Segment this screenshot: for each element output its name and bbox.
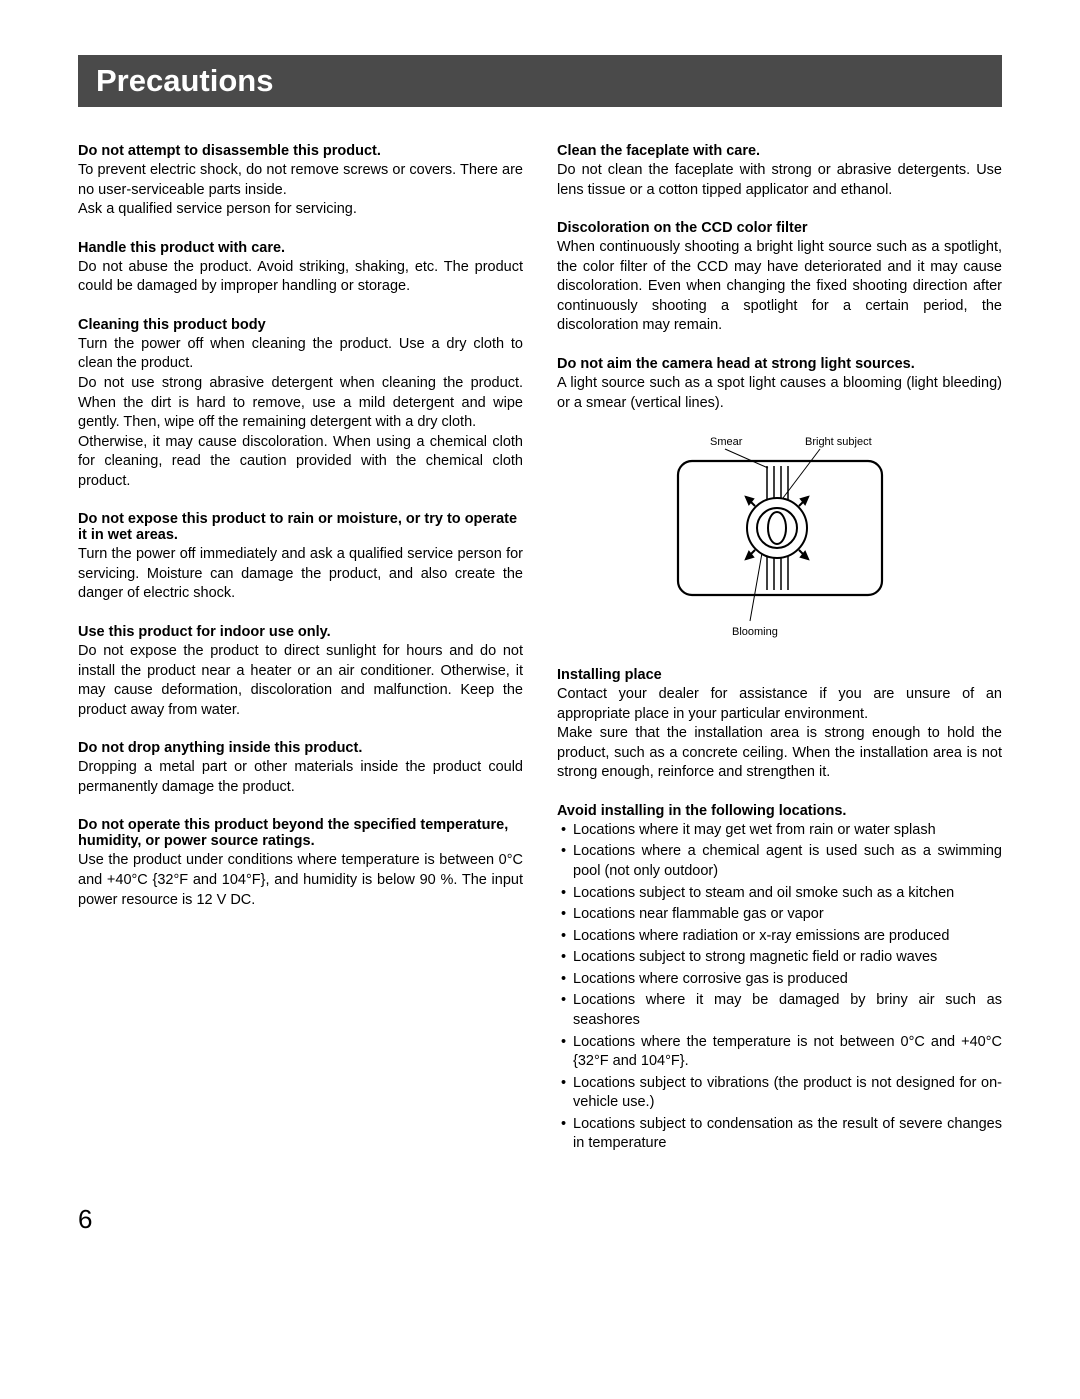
- body-text: Dropping a metal part or other materials…: [78, 758, 523, 797]
- body-text: A light source such as a spot light caus…: [557, 374, 1002, 413]
- section: Do not aim the camera head at strong lig…: [557, 356, 1002, 413]
- body-text: Use the product under conditions where t…: [78, 851, 523, 910]
- list-item: Locations subject to steam and oil smoke…: [557, 884, 1002, 904]
- section: Installing place Contact your dealer for …: [557, 667, 1002, 783]
- smear-blooming-diagram: Smear Bright subject: [557, 433, 1002, 643]
- body-text: Do not expose the product to direct sunl…: [78, 642, 523, 720]
- page-number: 6: [78, 1204, 1002, 1235]
- list-item: Locations where radiation or x-ray emiss…: [557, 927, 1002, 947]
- list-item: Locations near flammable gas or vapor: [557, 905, 1002, 925]
- list-item: Locations where a chemical agent is used…: [557, 842, 1002, 881]
- body-text: Do not clean the faceplate with strong o…: [557, 161, 1002, 200]
- right-column: Clean the faceplate with care. Do not cle…: [557, 143, 1002, 1174]
- section: Use this product for indoor use only. Do …: [78, 624, 523, 720]
- title-bar: Precautions: [78, 55, 1002, 107]
- section: Do not attempt to disassemble this produ…: [78, 143, 523, 220]
- body-text: Make sure that the installation area is …: [557, 724, 1002, 783]
- section-heading: Discoloration on the CCD color filter: [557, 220, 1002, 236]
- section-heading: Do not drop anything inside this product…: [78, 740, 523, 756]
- body-text: Ask a qualified service person for servi…: [78, 200, 523, 220]
- content-columns: Do not attempt to disassemble this produ…: [78, 143, 1002, 1174]
- avoid-list: Locations where it may get wet from rain…: [557, 821, 1002, 1154]
- body-text: Turn the power off when cleaning the pro…: [78, 335, 523, 374]
- section-heading: Handle this product with care.: [78, 240, 523, 256]
- section-heading: Do not attempt to disassemble this produ…: [78, 143, 523, 159]
- section: Handle this product with care. Do not abu…: [78, 240, 523, 297]
- list-item: Locations where it may be damaged by bri…: [557, 991, 1002, 1030]
- list-item: Locations subject to condensation as the…: [557, 1115, 1002, 1154]
- section: Cleaning this product body Turn the power…: [78, 317, 523, 492]
- section-heading: Clean the faceplate with care.: [557, 143, 1002, 159]
- section-heading: Do not expose this product to rain or mo…: [78, 511, 523, 543]
- label-blooming: Blooming: [732, 626, 778, 638]
- label-smear: Smear: [710, 436, 743, 448]
- body-text: Turn the power off immediately and ask a…: [78, 545, 523, 604]
- page-title: Precautions: [96, 63, 984, 99]
- list-item: Locations where corrosive gas is produce…: [557, 970, 1002, 990]
- list-item: Locations where it may get wet from rain…: [557, 821, 1002, 841]
- list-item: Locations subject to strong magnetic fie…: [557, 948, 1002, 968]
- body-text: When continuously shooting a bright ligh…: [557, 238, 1002, 336]
- section-heading: Use this product for indoor use only.: [78, 624, 523, 640]
- diagram-svg: Smear Bright subject: [650, 433, 910, 643]
- left-column: Do not attempt to disassemble this produ…: [78, 143, 523, 1174]
- section: Do not expose this product to rain or mo…: [78, 511, 523, 604]
- avoid-section: Avoid installing in the following locati…: [557, 803, 1002, 1154]
- label-bright-subject: Bright subject: [805, 436, 872, 448]
- section-heading: Installing place: [557, 667, 1002, 683]
- section-heading: Do not aim the camera head at strong lig…: [557, 356, 1002, 372]
- body-text: Do not abuse the product. Avoid striking…: [78, 258, 523, 297]
- body-text: Otherwise, it may cause discoloration. W…: [78, 433, 523, 492]
- list-item: Locations subject to vibrations (the pro…: [557, 1074, 1002, 1113]
- section: Do not operate this product beyond the s…: [78, 817, 523, 910]
- body-text: To prevent electric shock, do not remove…: [78, 161, 523, 200]
- body-text: Do not use strong abrasive detergent whe…: [78, 374, 523, 433]
- section: Discoloration on the CCD color filter Whe…: [557, 220, 1002, 336]
- body-text: Contact your dealer for assistance if yo…: [557, 685, 1002, 724]
- list-item: Locations where the temperature is not b…: [557, 1033, 1002, 1072]
- section: Do not drop anything inside this product…: [78, 740, 523, 797]
- section-heading: Do not operate this product beyond the s…: [78, 817, 523, 849]
- avoid-heading: Avoid installing in the following locati…: [557, 803, 1002, 819]
- section-heading: Cleaning this product body: [78, 317, 523, 333]
- section: Clean the faceplate with care. Do not cle…: [557, 143, 1002, 200]
